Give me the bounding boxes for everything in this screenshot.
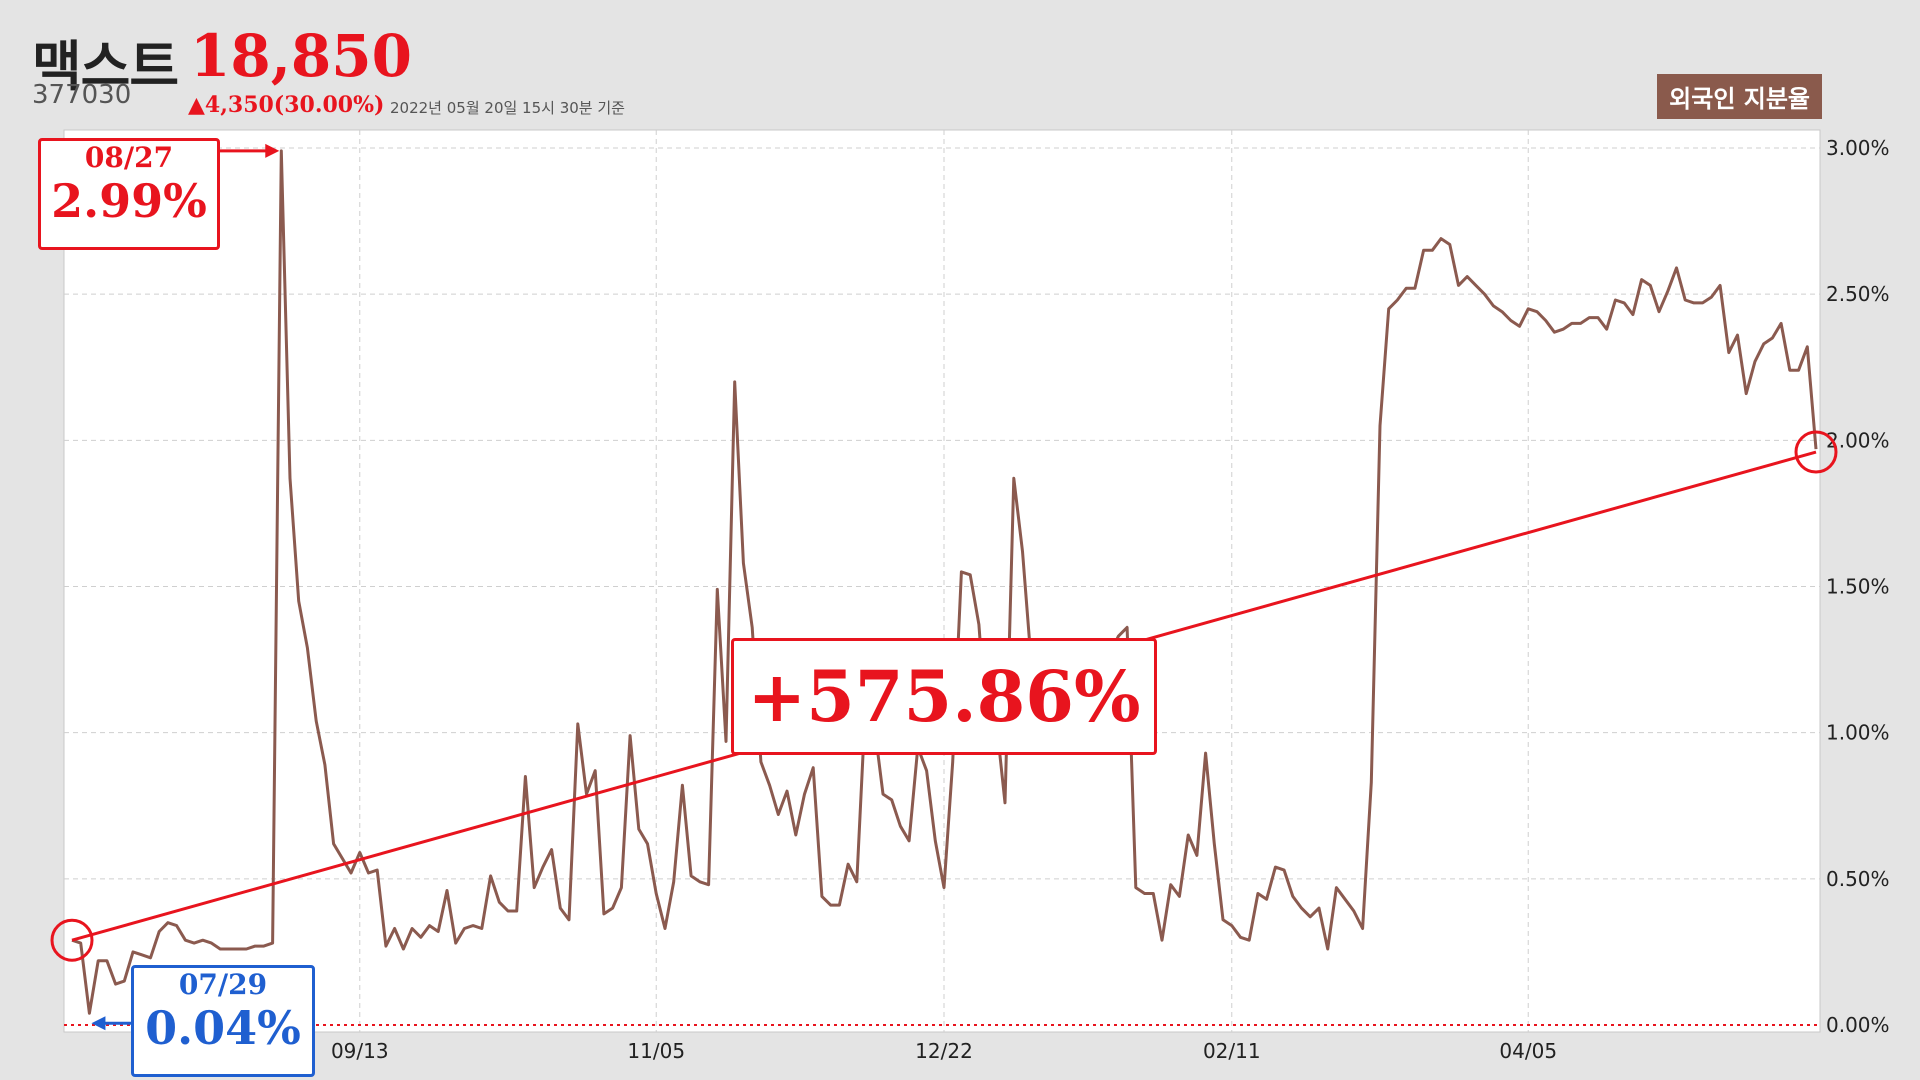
x-tick-label: 04/05 <box>1499 1039 1557 1063</box>
start-point-marker <box>50 918 94 962</box>
max-callout: 08/27 2.99% <box>38 138 220 250</box>
plot-area <box>63 129 1821 1033</box>
x-tick-label: 12/22 <box>915 1039 973 1063</box>
max-arrow-head <box>265 143 280 158</box>
max-date-label: 08/27 <box>84 141 174 174</box>
end-point-marker <box>1794 430 1838 474</box>
price-change: ▲4,350(30.00%) <box>188 92 385 118</box>
x-tick-label: 11/05 <box>627 1039 685 1063</box>
stock-code: 377030 <box>32 80 132 110</box>
stock-name: 맥스트 <box>32 35 179 98</box>
min-arrow-head <box>91 1016 106 1031</box>
y-tick-label: 3.00% <box>1826 136 1890 160</box>
min-value-label: 0.04% <box>145 1001 301 1055</box>
x-tick-label: 09/13 <box>331 1039 389 1063</box>
metric-badge: 외국인 지분율 <box>1657 74 1822 119</box>
change-callout: +575.86% <box>731 638 1157 755</box>
as-of-date: 2022년 05월 20일 15시 30분 기준 <box>390 99 625 117</box>
min-date-label: 07/29 <box>178 968 268 1001</box>
stock-price: 18,850 <box>190 22 412 90</box>
y-tick-label: 0.50% <box>1826 867 1890 891</box>
y-tick-label: 1.50% <box>1826 575 1890 599</box>
max-value-label: 2.99% <box>51 174 207 228</box>
min-callout: 07/29 0.04% <box>131 965 315 1077</box>
y-tick-label: 2.50% <box>1826 282 1890 306</box>
x-tick-label: 02/11 <box>1203 1039 1261 1063</box>
y-tick-label: 0.00% <box>1826 1013 1890 1037</box>
y-tick-label: 1.00% <box>1826 721 1890 745</box>
